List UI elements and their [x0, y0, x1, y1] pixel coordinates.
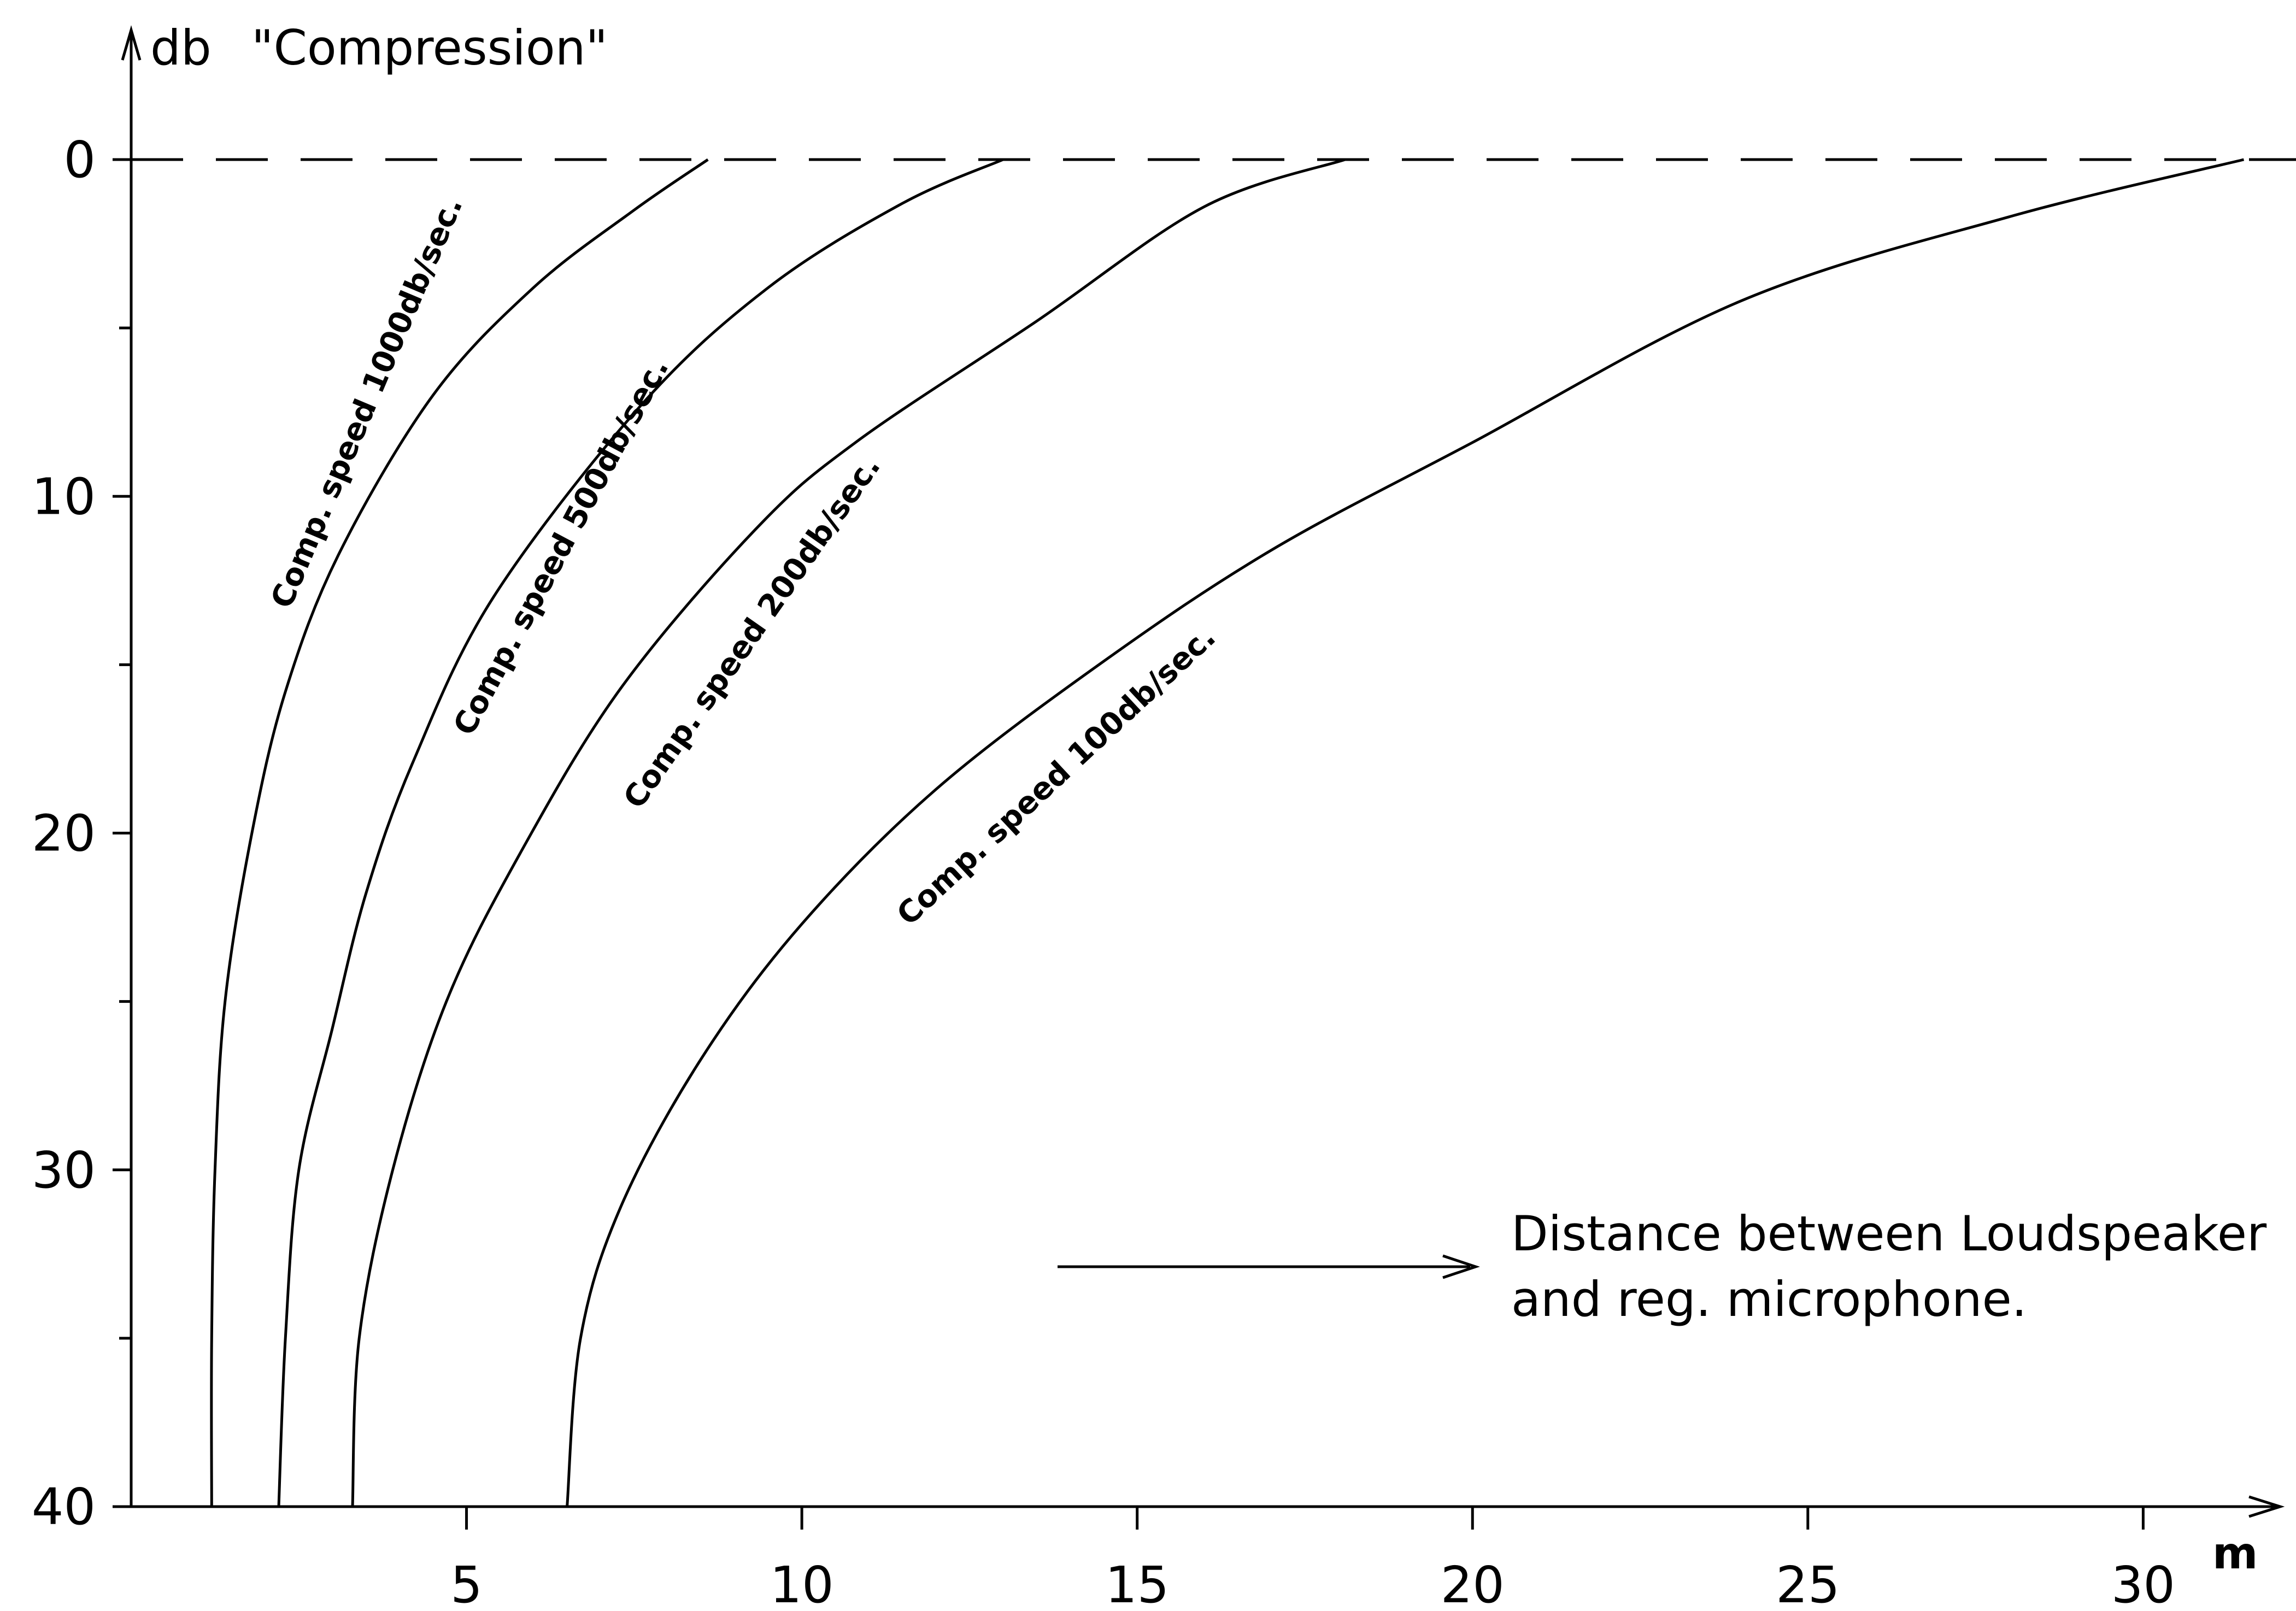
y-tick-label: 40 [32, 1478, 96, 1536]
distance-note-arrowhead [1442, 1254, 1480, 1279]
x-axis-label: m [2212, 1528, 2258, 1579]
distance-note-line-2: and reg. microphone. [1511, 1271, 2027, 1327]
x-tick-label: 20 [1441, 1556, 1505, 1608]
series-label-4: Comp. speed 100db/sec. [890, 619, 1223, 932]
series-label-1: Comp. speed 1000db/sec. [264, 192, 469, 613]
chart-title: "Compression" [251, 20, 608, 76]
y-tick-label: 0 [63, 131, 96, 189]
x-tick-label: 25 [1776, 1556, 1840, 1608]
x-tick-label: 30 [2111, 1556, 2175, 1608]
series-label-3: Comp. speed 200db/sec. [616, 450, 887, 815]
series-label-2: Comp. speed 500db/sec. [447, 352, 676, 741]
x-tick-label: 15 [1105, 1556, 1169, 1608]
y-axis-arrowhead [121, 25, 142, 61]
text-layer: db "Compression" m Distance between Loud… [150, 20, 2267, 1579]
axes: 0 10 20 30 40 5 10 15 20 25 30 [32, 25, 2296, 1611]
x-tick-label: 10 [770, 1556, 834, 1608]
y-tick-label: 20 [32, 804, 96, 863]
x-tick-label: 5 [450, 1556, 483, 1608]
series-line-3 [351, 158, 1346, 1507]
y-axis-label: db [150, 20, 212, 76]
y-tick-label: 30 [32, 1141, 96, 1200]
series-line-1 [210, 158, 709, 1507]
series-line-2 [277, 158, 1004, 1507]
y-tick-label: 10 [32, 467, 96, 526]
series-line-4 [566, 158, 2245, 1507]
x-axis-arrowhead [2248, 1495, 2285, 1518]
distance-note-line-1: Distance between Loudspeaker [1511, 1206, 2267, 1262]
